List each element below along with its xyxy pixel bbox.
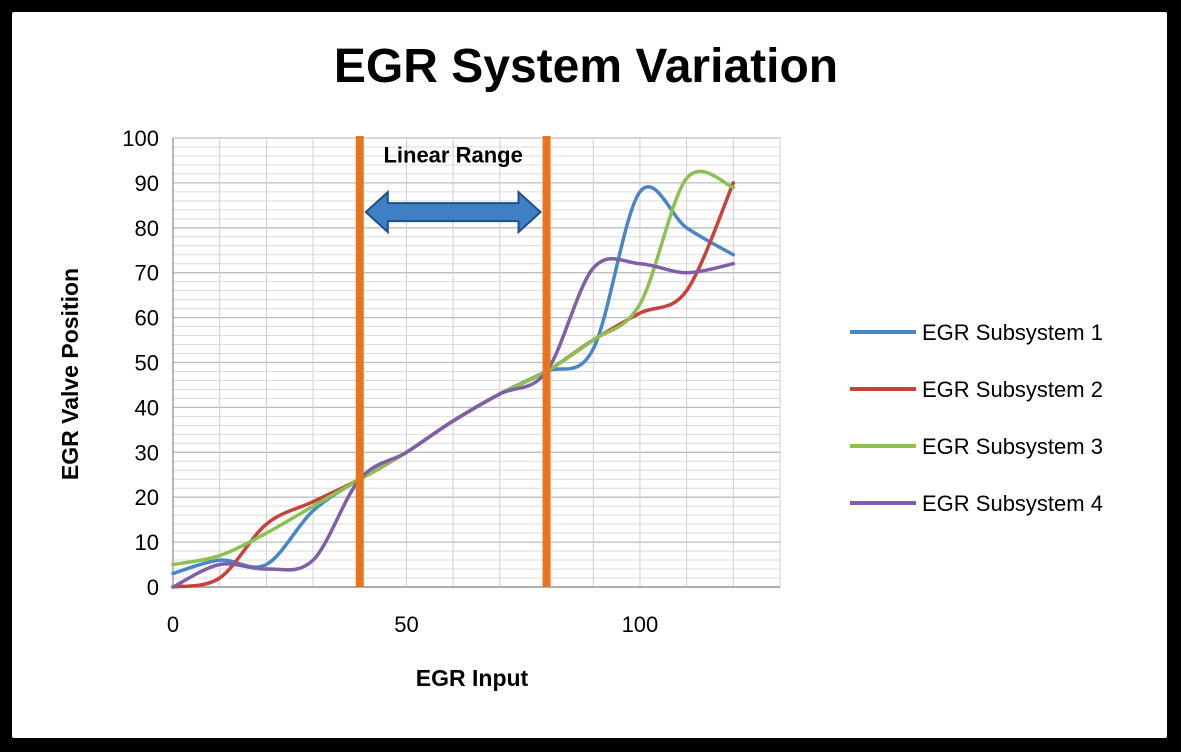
tick-labels: 0 10 20 30 40 50 60 70 80 90 100 0 50 100 bbox=[122, 126, 658, 637]
legend-label: EGR Subsystem 3 bbox=[922, 434, 1103, 459]
x-tick-label: 100 bbox=[622, 612, 659, 637]
y-tick-label: 100 bbox=[122, 126, 159, 151]
y-tick-label: 0 bbox=[147, 575, 159, 600]
linear-range-label: Linear Range bbox=[383, 143, 522, 168]
y-tick-label: 40 bbox=[135, 395, 159, 420]
linear-range-annotation: Linear Range bbox=[355, 136, 551, 587]
y-tick-label: 90 bbox=[135, 171, 159, 196]
x-tick-label: 50 bbox=[394, 612, 418, 637]
legend-label: EGR Subsystem 4 bbox=[922, 491, 1103, 516]
legend-item: EGR Subsystem 2 bbox=[850, 377, 1103, 402]
legend-item: EGR Subsystem 1 bbox=[850, 320, 1103, 345]
y-tick-label: 70 bbox=[135, 261, 159, 286]
legend-label: EGR Subsystem 1 bbox=[922, 320, 1103, 345]
y-axis-label: EGR Valve Position bbox=[57, 268, 83, 480]
y-tick-label: 20 bbox=[135, 485, 159, 510]
series-line-4 bbox=[171, 256, 736, 589]
y-tick-label: 80 bbox=[135, 216, 159, 241]
x-axis-label: EGR Input bbox=[416, 665, 529, 691]
legend-item: EGR Subsystem 4 bbox=[850, 491, 1103, 516]
double-arrow-icon bbox=[364, 189, 542, 235]
y-tick-label: 60 bbox=[135, 306, 159, 331]
legend: EGR Subsystem 1 EGR Subsystem 2 EGR Subsys… bbox=[850, 320, 1103, 516]
series-lines bbox=[171, 169, 736, 589]
chart-title: EGR System Variation bbox=[334, 40, 838, 93]
legend-item: EGR Subsystem 3 bbox=[850, 434, 1103, 459]
x-tick-label: 0 bbox=[167, 612, 179, 637]
chart-panel: EGR System Variation EGR Valve Position … bbox=[12, 12, 1167, 738]
legend-label: EGR Subsystem 2 bbox=[922, 377, 1103, 402]
chart-svg: EGR System Variation EGR Valve Position … bbox=[57, 40, 1103, 691]
y-tick-label: 10 bbox=[135, 530, 159, 555]
y-tick-label: 50 bbox=[135, 351, 159, 376]
y-tick-label: 30 bbox=[135, 440, 159, 465]
